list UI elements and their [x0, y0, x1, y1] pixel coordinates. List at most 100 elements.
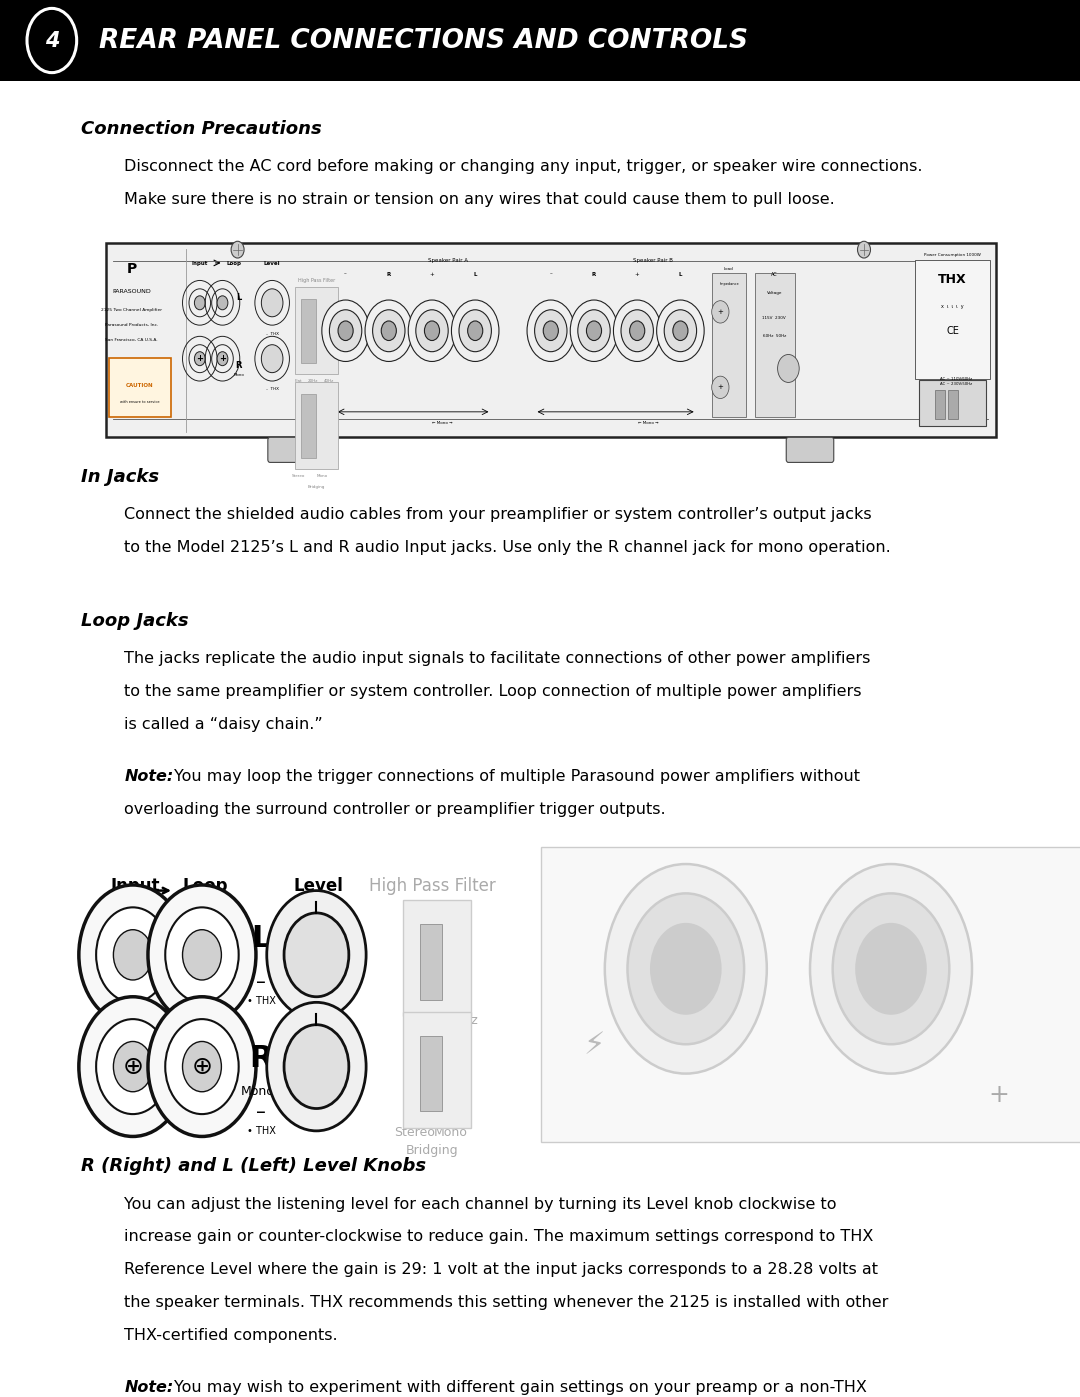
Circle shape	[856, 925, 926, 1014]
Text: Make sure there is no strain or tension on any wires that could cause them to pu: Make sure there is no strain or tension …	[124, 193, 835, 207]
Text: Stereo: Stereo	[292, 474, 305, 478]
Text: Spe: Spe	[1043, 877, 1075, 894]
Text: L: L	[678, 271, 683, 277]
Text: is called a “daisy chain.”: is called a “daisy chain.”	[124, 717, 323, 732]
Text: You may loop the trigger connections of multiple Parasound power amplifiers with: You may loop the trigger connections of …	[174, 770, 860, 784]
Text: Note:: Note:	[124, 770, 174, 784]
Text: PARASOUND: PARASOUND	[112, 289, 151, 293]
Circle shape	[381, 321, 396, 341]
Circle shape	[468, 321, 483, 341]
FancyBboxPatch shape	[919, 380, 986, 426]
Text: the speaker terminals. THX recommends this setting whenever the 2125 is installe: the speaker terminals. THX recommends th…	[124, 1295, 889, 1310]
Circle shape	[627, 894, 744, 1045]
Text: x  ι  ι  ι  y: x ι ι ι y	[942, 303, 963, 309]
Text: –: –	[589, 882, 599, 900]
Text: Note:: Note:	[124, 1380, 174, 1396]
Text: ⊕: ⊕	[122, 1055, 144, 1078]
Circle shape	[657, 300, 704, 362]
Text: Power Consumption 1000W: Power Consumption 1000W	[924, 253, 981, 257]
Text: L: L	[473, 271, 477, 277]
Circle shape	[651, 925, 720, 1014]
Text: Loop Jacks: Loop Jacks	[81, 612, 189, 630]
Text: R: R	[387, 271, 391, 277]
Circle shape	[810, 863, 972, 1074]
Text: Mono: Mono	[233, 373, 244, 377]
FancyBboxPatch shape	[403, 901, 471, 1017]
Text: –: –	[256, 974, 267, 992]
Circle shape	[194, 296, 205, 310]
Text: Bridging: Bridging	[406, 1144, 458, 1157]
FancyBboxPatch shape	[420, 1037, 442, 1112]
Text: Flat: Flat	[402, 1014, 426, 1027]
Text: L: L	[237, 293, 241, 302]
Text: +: +	[219, 355, 226, 363]
Circle shape	[586, 321, 602, 341]
Text: Level: Level	[294, 877, 343, 894]
Text: THX: THX	[939, 274, 967, 286]
Text: Voltage: Voltage	[767, 291, 782, 295]
Circle shape	[261, 345, 283, 373]
Text: ← Mono →: ← Mono →	[637, 420, 659, 425]
Circle shape	[267, 891, 366, 1020]
FancyBboxPatch shape	[948, 390, 958, 419]
Text: Loop: Loop	[183, 877, 228, 894]
Text: increase gain or counter-clockwise to reduce gain. The maximum settings correspo: increase gain or counter-clockwise to re…	[124, 1229, 874, 1245]
Circle shape	[217, 352, 228, 366]
Text: THX-certified components.: THX-certified components.	[124, 1327, 338, 1343]
Circle shape	[424, 321, 440, 341]
Text: +: +	[430, 271, 434, 277]
Text: CAUTION: CAUTION	[125, 383, 153, 388]
Text: +: +	[717, 384, 724, 390]
Text: 60Hz  50Hz: 60Hz 50Hz	[762, 334, 786, 338]
Text: Input: Input	[110, 877, 160, 894]
Text: CE: CE	[946, 326, 959, 335]
Text: to the same preamplifier or system controller. Loop connection of multiple power: to the same preamplifier or system contr…	[124, 685, 862, 698]
Text: Stereo: Stereo	[394, 1126, 435, 1139]
Circle shape	[113, 1042, 152, 1092]
Text: –  THX: – THX	[266, 387, 279, 391]
Text: 115V  230V: 115V 230V	[762, 316, 786, 320]
Circle shape	[451, 300, 499, 362]
Text: 40Hz: 40Hz	[324, 379, 335, 383]
Text: You may wish to experiment with different gain settings on your preamp or a non-: You may wish to experiment with differen…	[174, 1380, 867, 1396]
Text: Mono: Mono	[433, 1126, 468, 1139]
Circle shape	[365, 300, 413, 362]
FancyBboxPatch shape	[301, 394, 316, 458]
FancyBboxPatch shape	[915, 260, 990, 380]
Text: San Francisco, CA U.S.A.: San Francisco, CA U.S.A.	[106, 338, 158, 342]
Text: –: –	[345, 271, 347, 277]
Circle shape	[858, 242, 870, 258]
Text: –: –	[550, 271, 552, 277]
Text: AC ~ 110V/60Hz
AC ~ 230V/50Hz: AC ~ 110V/60Hz AC ~ 230V/50Hz	[940, 377, 972, 386]
Text: +: +	[635, 271, 639, 277]
Circle shape	[673, 321, 688, 341]
Text: Input: Input	[191, 261, 208, 265]
Text: Mono: Mono	[241, 1085, 275, 1098]
Text: High Pass Filter: High Pass Filter	[298, 278, 335, 284]
Circle shape	[535, 310, 567, 352]
Text: Speaker Pair A: Speaker Pair A	[428, 258, 469, 264]
Circle shape	[329, 310, 362, 352]
Text: R: R	[235, 362, 242, 370]
Text: ⊕: ⊕	[191, 1055, 213, 1078]
FancyBboxPatch shape	[420, 925, 442, 1000]
Circle shape	[165, 1020, 239, 1115]
Circle shape	[543, 321, 558, 341]
Text: Connection Precautions: Connection Precautions	[81, 120, 322, 138]
Text: In Jacks: In Jacks	[81, 468, 159, 486]
Circle shape	[183, 930, 221, 981]
Circle shape	[408, 300, 456, 362]
Circle shape	[113, 930, 152, 981]
Text: R: R	[249, 1044, 273, 1073]
Circle shape	[613, 300, 661, 362]
Circle shape	[284, 914, 349, 997]
Circle shape	[373, 310, 405, 352]
Text: You can adjust the listening level for each channel by turning its Level knob cl: You can adjust the listening level for e…	[124, 1196, 837, 1211]
Text: Level: Level	[264, 261, 281, 265]
Circle shape	[630, 321, 645, 341]
Text: Disconnect the AC cord before making or changing any input, trigger, or speaker : Disconnect the AC cord before making or …	[124, 159, 922, 175]
Text: High Pass Filter: High Pass Filter	[368, 877, 496, 894]
Text: Bridging: Bridging	[308, 485, 325, 489]
FancyBboxPatch shape	[0, 0, 1080, 81]
Text: Loop: Loop	[227, 261, 242, 265]
